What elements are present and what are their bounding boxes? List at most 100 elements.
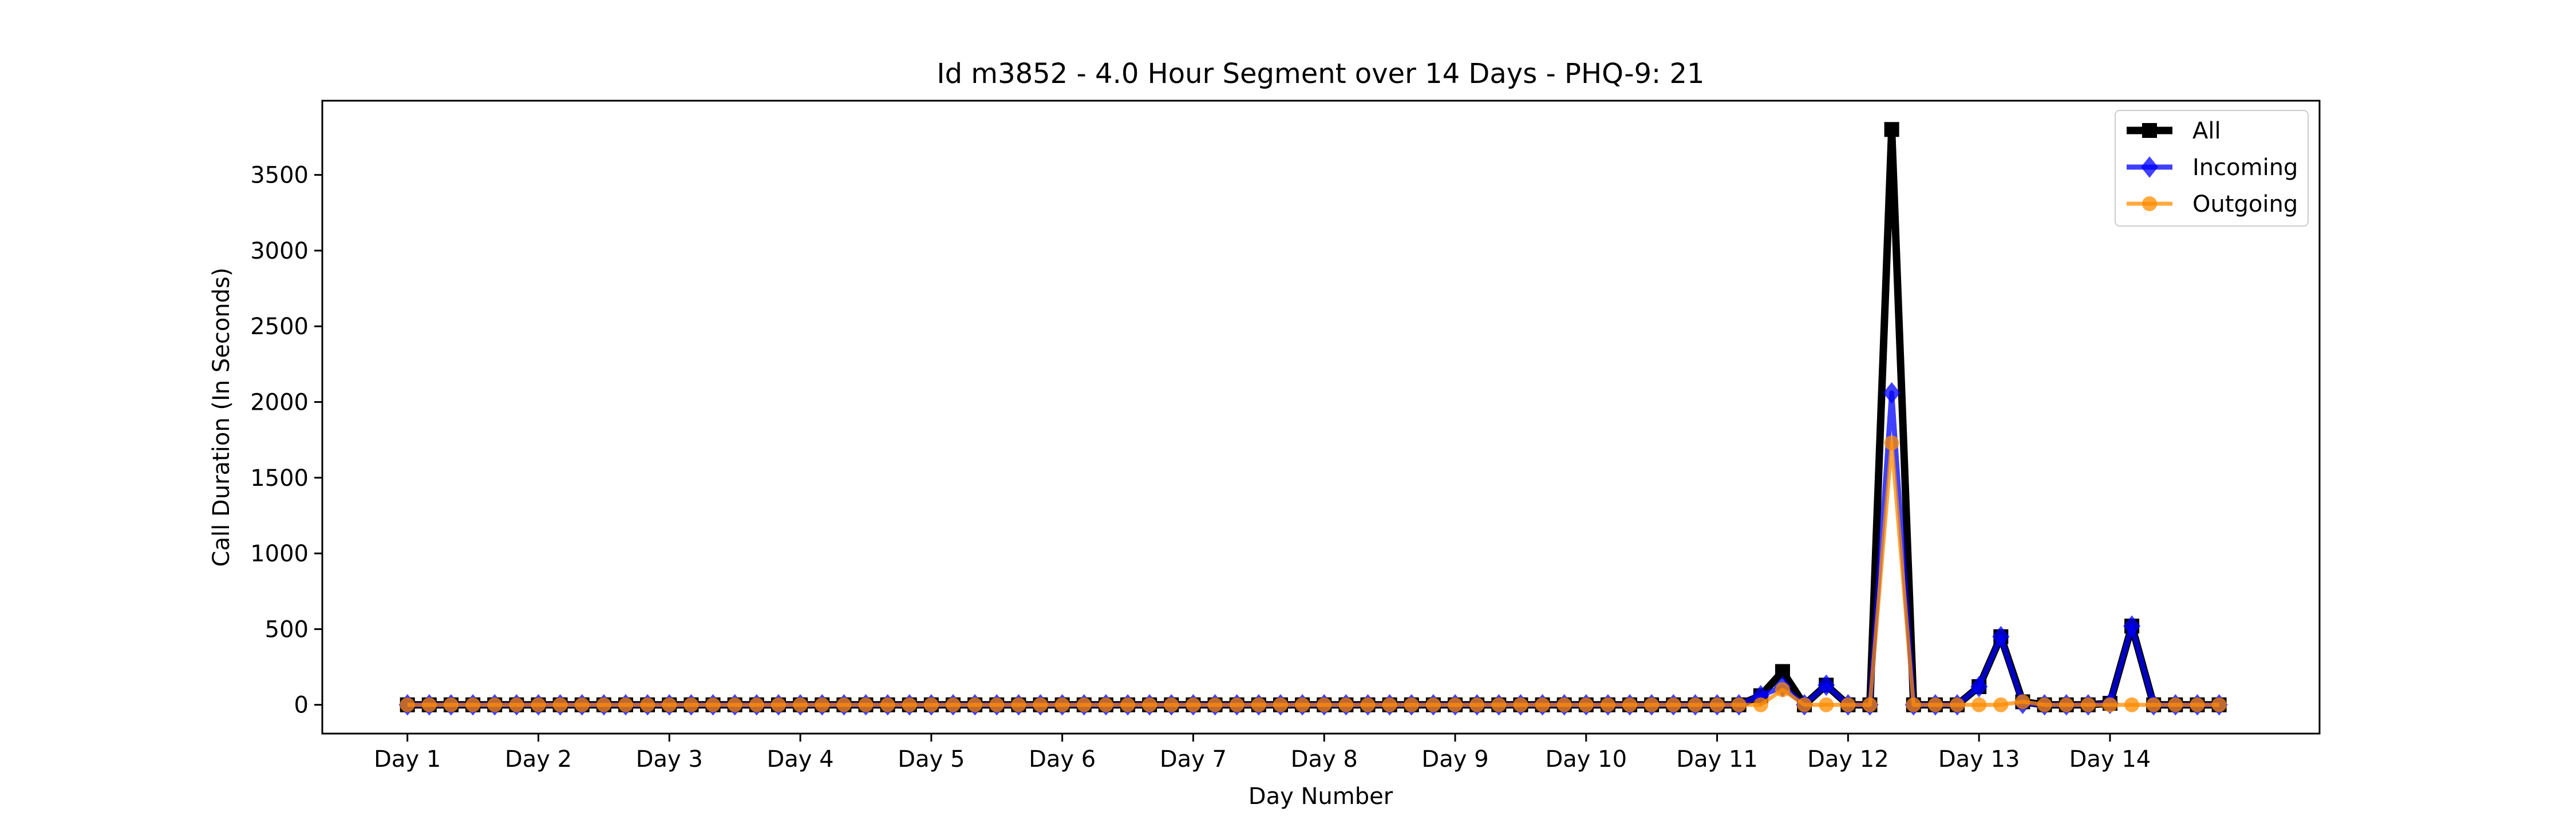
data-point-outgoing: [858, 697, 874, 712]
legend-swatch-marker: [2142, 123, 2157, 138]
legend-label-outgoing: Outgoing: [2192, 191, 2298, 217]
data-point-outgoing: [1120, 697, 1136, 712]
data-point-outgoing: [1862, 697, 1878, 712]
data-point-outgoing: [1513, 697, 1528, 712]
data-point-outgoing: [1906, 697, 1921, 712]
data-point-outgoing: [1578, 697, 1594, 712]
data-point-outgoing: [640, 697, 655, 712]
legend-swatch-marker: [2141, 156, 2158, 178]
data-point-outgoing: [945, 697, 961, 712]
data-point-outgoing: [2037, 697, 2052, 712]
x-tick-label: Day 9: [1421, 746, 1488, 772]
data-point-outgoing: [2124, 697, 2140, 712]
data-point-outgoing: [815, 697, 830, 712]
data-point-outgoing: [1927, 697, 1943, 712]
data-point-outgoing: [1688, 697, 1703, 712]
data-point-outgoing: [1011, 697, 1026, 712]
data-point-incoming: [1818, 674, 1835, 696]
x-axis-label: Day Number: [1249, 783, 1393, 810]
data-point-outgoing: [1950, 697, 1965, 712]
data-point-outgoing: [749, 697, 764, 712]
x-tick-label: Day 13: [1938, 746, 2020, 772]
x-tick-label: Day 7: [1160, 746, 1227, 772]
data-point-outgoing: [465, 697, 481, 712]
y-tick-label: 2000: [250, 390, 309, 416]
data-point-incoming: [1970, 676, 1988, 698]
x-tick-label: Day 6: [1029, 746, 1096, 772]
data-point-outgoing: [2146, 697, 2162, 712]
x-tick-label: Day 10: [1545, 746, 1627, 772]
data-point-outgoing: [1622, 697, 1638, 712]
data-point-outgoing: [487, 697, 503, 712]
x-tick-label: Day 8: [1291, 746, 1358, 772]
data-point-outgoing: [683, 697, 699, 712]
legend: All Incoming Outgoing: [2115, 110, 2309, 227]
data-point-outgoing: [1709, 697, 1725, 712]
x-tick-label: Day 2: [505, 746, 572, 772]
data-point-outgoing: [574, 697, 590, 712]
data-point-outgoing: [2211, 697, 2227, 712]
data-point-outgoing: [1491, 697, 1507, 712]
data-point-incoming: [2123, 615, 2141, 637]
series-layer: [398, 122, 2228, 716]
data-point-outgoing: [1819, 697, 1834, 712]
data-point-outgoing: [1142, 697, 1157, 712]
y-tick-label: 2500: [250, 314, 309, 340]
data-point-outgoing: [618, 697, 634, 712]
y-tick-label: 3500: [250, 163, 309, 189]
legend-label-all: All: [2192, 118, 2221, 144]
data-point-outgoing: [1884, 435, 1899, 450]
data-point-outgoing: [2059, 697, 2074, 712]
y-tick-label: 1500: [250, 465, 309, 492]
data-point-outgoing: [1775, 682, 1790, 698]
data-point-outgoing: [1338, 697, 1354, 712]
data-point-outgoing: [880, 697, 895, 712]
data-point-outgoing: [531, 697, 546, 712]
data-point-incoming: [1992, 625, 2010, 648]
data-point-outgoing: [509, 697, 524, 712]
x-tick-label: Day 1: [374, 746, 441, 772]
data-point-outgoing: [1186, 697, 1201, 712]
x-tick-label: Day 5: [898, 746, 965, 772]
data-point-outgoing: [1797, 697, 1812, 712]
data-point-outgoing: [2015, 694, 2030, 710]
legend-label-incoming: Incoming: [2192, 154, 2298, 181]
data-point-outgoing: [2102, 697, 2117, 712]
data-point-outgoing: [1556, 697, 1572, 712]
y-tick-label: 1000: [250, 541, 309, 567]
x-tick-label: Day 12: [1807, 746, 1889, 772]
data-point-outgoing: [1993, 697, 2009, 712]
chart-title: Id m3852 - 4.0 Hour Segment over 14 Days…: [937, 58, 1704, 90]
data-point-outgoing: [1404, 697, 1419, 712]
data-point-outgoing: [771, 697, 786, 712]
data-point-outgoing: [2168, 697, 2183, 712]
data-point-outgoing: [1382, 697, 1397, 712]
legend-entry-all: All: [2127, 118, 2221, 144]
data-point-outgoing: [1054, 697, 1070, 712]
y-tick-label: 3000: [250, 238, 309, 264]
data-point-outgoing: [902, 697, 917, 712]
y-axis: 0 500 1000 1500 2000 2500 3000 3500: [250, 163, 322, 719]
data-point-outgoing: [1317, 697, 1332, 712]
data-point-outgoing: [836, 697, 852, 712]
x-tick-label: Day 11: [1676, 746, 1758, 772]
data-point-outgoing: [989, 697, 1005, 712]
y-tick-label: 500: [265, 616, 309, 643]
x-tick-label: Day 4: [767, 746, 833, 772]
data-point-outgoing: [793, 697, 808, 712]
data-point-outgoing: [1448, 697, 1463, 712]
data-point-all: [1884, 122, 1899, 137]
data-point-outgoing: [1644, 697, 1660, 712]
data-point-incoming: [1883, 382, 1901, 404]
data-point-outgoing: [1033, 697, 1048, 712]
data-point-outgoing: [705, 697, 721, 712]
legend-box: [2115, 110, 2309, 227]
x-axis: Day 1 Day 2 Day 3 Day 4 Day 5 Day 6 Day 7 Day 8…: [374, 734, 2151, 772]
data-point-outgoing: [400, 697, 415, 712]
x-tick-label: Day 3: [636, 746, 703, 772]
data-point-outgoing: [1753, 697, 1768, 712]
data-point-outgoing: [1251, 697, 1266, 712]
legend-swatch-marker: [2142, 196, 2157, 211]
data-point-outgoing: [1207, 697, 1223, 712]
legend-entry-outgoing: Outgoing: [2127, 191, 2298, 217]
